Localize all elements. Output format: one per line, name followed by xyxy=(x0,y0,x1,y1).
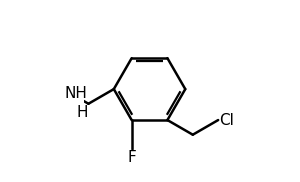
Text: F: F xyxy=(127,150,136,165)
Text: NH: NH xyxy=(65,86,88,101)
Text: Cl: Cl xyxy=(219,112,234,128)
Text: H: H xyxy=(76,105,88,120)
